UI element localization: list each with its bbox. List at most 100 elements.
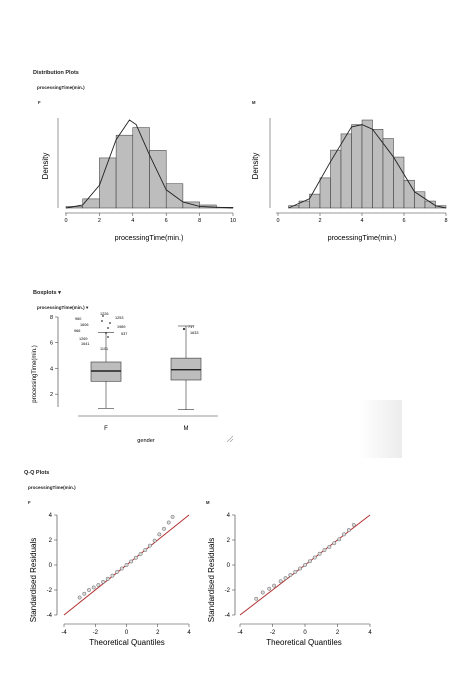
qq-f-point bbox=[157, 532, 162, 537]
dist-m-bar bbox=[403, 179, 415, 209]
qq-m-y-tick-label: 4 bbox=[227, 513, 231, 519]
qq-m-point bbox=[283, 576, 288, 581]
qq-m-x-tick-label: 0 bbox=[303, 630, 307, 636]
box-outlier-label-f: 1253 bbox=[115, 316, 123, 320]
resize-handle-icon[interactable] bbox=[226, 435, 234, 443]
qq-m-point bbox=[288, 573, 293, 577]
boxplots-dropdown-icon[interactable]: ▾ bbox=[58, 290, 61, 296]
dist-f-xlabel: processingTime(min.) bbox=[115, 233, 184, 242]
qq-f-point bbox=[129, 559, 134, 564]
qq-m-y-tick-label: -2 bbox=[225, 588, 231, 594]
dist-m-xlabel: processingTime(min.) bbox=[328, 233, 397, 242]
qq-m-point bbox=[298, 566, 303, 571]
box-outlier-point-f bbox=[107, 336, 109, 338]
qq-m-y-tick-label: 2 bbox=[227, 538, 231, 544]
qq-f-ylabel: Standardised Residuals bbox=[29, 538, 38, 623]
dist-m-density-curve bbox=[288, 124, 447, 209]
distribution-chart-f: Density 0 2 4 6 8 10 processingTime(min.) bbox=[41, 118, 236, 242]
qq-panel-f-label: F bbox=[28, 500, 31, 505]
box-outlier-label-f: 1641 bbox=[81, 342, 89, 346]
dist-m-bar bbox=[424, 200, 436, 209]
qq-m-point bbox=[260, 590, 265, 595]
qq-f-y-tick-label: 0 bbox=[49, 563, 53, 569]
box-outlier-point-f bbox=[109, 322, 111, 324]
box-outlier-label-m: 1633 bbox=[190, 331, 198, 335]
qq-f-point bbox=[143, 548, 148, 552]
box-x-tick-m: M bbox=[184, 426, 189, 432]
qq-m-ylabel: Standardised Residuals bbox=[207, 538, 216, 623]
dist-m-bar bbox=[319, 177, 331, 209]
box-outlier-point-m bbox=[182, 327, 186, 331]
dist-panel-m-label: M bbox=[252, 100, 256, 105]
qq-m-point bbox=[307, 559, 312, 564]
qq-m-point bbox=[322, 548, 327, 552]
qq-m-point bbox=[312, 555, 317, 560]
qq-f-point bbox=[124, 563, 129, 567]
dist-m-bar bbox=[298, 200, 310, 209]
qq-f-point bbox=[96, 583, 101, 587]
qq-f-point bbox=[162, 526, 166, 531]
qq-panel-m-label: M bbox=[206, 500, 210, 505]
qq-f-point bbox=[138, 552, 143, 556]
qq-m-point bbox=[293, 569, 298, 574]
box-outlier-label-f: 1269 bbox=[79, 337, 87, 341]
qq-m-x-tick-label: 2 bbox=[336, 630, 340, 636]
qq-m-point bbox=[342, 532, 346, 537]
qq-f-x-tick-label: 4 bbox=[187, 630, 191, 636]
dist-f-bar bbox=[99, 157, 117, 209]
qq-f-point bbox=[77, 595, 82, 600]
box-outlier-label-f: 1101 bbox=[100, 347, 108, 351]
dist-m-bar bbox=[414, 191, 426, 209]
qq-chart-m: Standardised Residuals -4 -2 0 2 4 -4 -2 0 2 4 Th… bbox=[207, 513, 372, 647]
distribution-chart-m: Density 0 2 4 6 8 processingTime(min.) bbox=[251, 118, 448, 242]
qq-f-x-tick-label: 2 bbox=[156, 630, 160, 636]
boxplots-variable-dropdown-icon[interactable]: ▾ bbox=[85, 305, 89, 310]
dist-m-x-tick-label: 6 bbox=[402, 218, 405, 224]
qq-m-point bbox=[332, 541, 337, 546]
box-x-tick-f: F bbox=[104, 426, 108, 432]
qq-f-point bbox=[82, 591, 87, 596]
qq-f-point bbox=[115, 569, 120, 574]
qq-f-xlabel: Theoretical Quantiles bbox=[89, 638, 165, 647]
boxplot-chart: processingTime(min.) 2 4 6 8 1226 1253 960 160… bbox=[32, 312, 234, 444]
box-y-tick-label: 8 bbox=[50, 315, 53, 321]
dist-f-x-tick-label: 10 bbox=[230, 218, 236, 224]
qq-f-point bbox=[170, 514, 175, 519]
qq-f-y-tick-label: 4 bbox=[49, 513, 53, 519]
qq-f-point bbox=[133, 555, 138, 560]
dist-f-x-tick-label: 4 bbox=[131, 218, 134, 224]
qq-chart-f: Standardised Residuals -4 -2 0 2 4 -4 -2 0 2 4 Th… bbox=[29, 513, 191, 647]
qq-m-point bbox=[327, 544, 332, 549]
box-outlier-label-f: 1226 bbox=[100, 312, 108, 316]
qq-f-point bbox=[105, 576, 110, 581]
box-outlier-point-f bbox=[102, 315, 104, 317]
qq-f-point bbox=[148, 543, 152, 548]
dist-m-ylabel: Density bbox=[251, 153, 260, 180]
boxplots-title[interactable]: Boxplots ▾ bbox=[33, 290, 61, 296]
qq-f-x-tick-label: -4 bbox=[61, 630, 67, 636]
dist-m-x-tick-label: 2 bbox=[318, 218, 321, 224]
box-outlier-label-f: 537 bbox=[121, 332, 127, 336]
boxplots-variable-label[interactable]: processingTime(min.) ▾ bbox=[37, 305, 88, 311]
dist-m-bar bbox=[393, 156, 405, 209]
qq-m-y-tick-label: 0 bbox=[227, 563, 231, 569]
dist-f-ylabel: Density bbox=[41, 153, 50, 180]
qq-m-point bbox=[272, 583, 277, 588]
box-outlier-label-f: 1606 bbox=[80, 323, 88, 327]
boxplots-title-text: Boxplots bbox=[33, 290, 57, 296]
box-outlier-label-f: 1989 bbox=[117, 325, 125, 329]
dist-f-bar bbox=[115, 134, 134, 209]
qq-f-y-tick-label: 2 bbox=[49, 538, 53, 544]
distribution-plots-title: Distribution Plots bbox=[33, 70, 79, 76]
dist-f-density-curve bbox=[65, 119, 234, 209]
qq-f-y-tick-label: -4 bbox=[47, 613, 53, 619]
box-outlier-point-f bbox=[105, 332, 107, 334]
dist-m-bar bbox=[351, 124, 363, 209]
box-y-tick-label: 2 bbox=[50, 392, 53, 398]
dist-m-x-tick-label: 0 bbox=[276, 218, 279, 224]
qq-m-point bbox=[254, 596, 259, 601]
dist-m-bar bbox=[382, 138, 394, 209]
box-outlier-point-f bbox=[107, 327, 109, 329]
qq-f-point bbox=[152, 538, 157, 543]
dist-f-x-tick-label: 8 bbox=[198, 218, 201, 224]
